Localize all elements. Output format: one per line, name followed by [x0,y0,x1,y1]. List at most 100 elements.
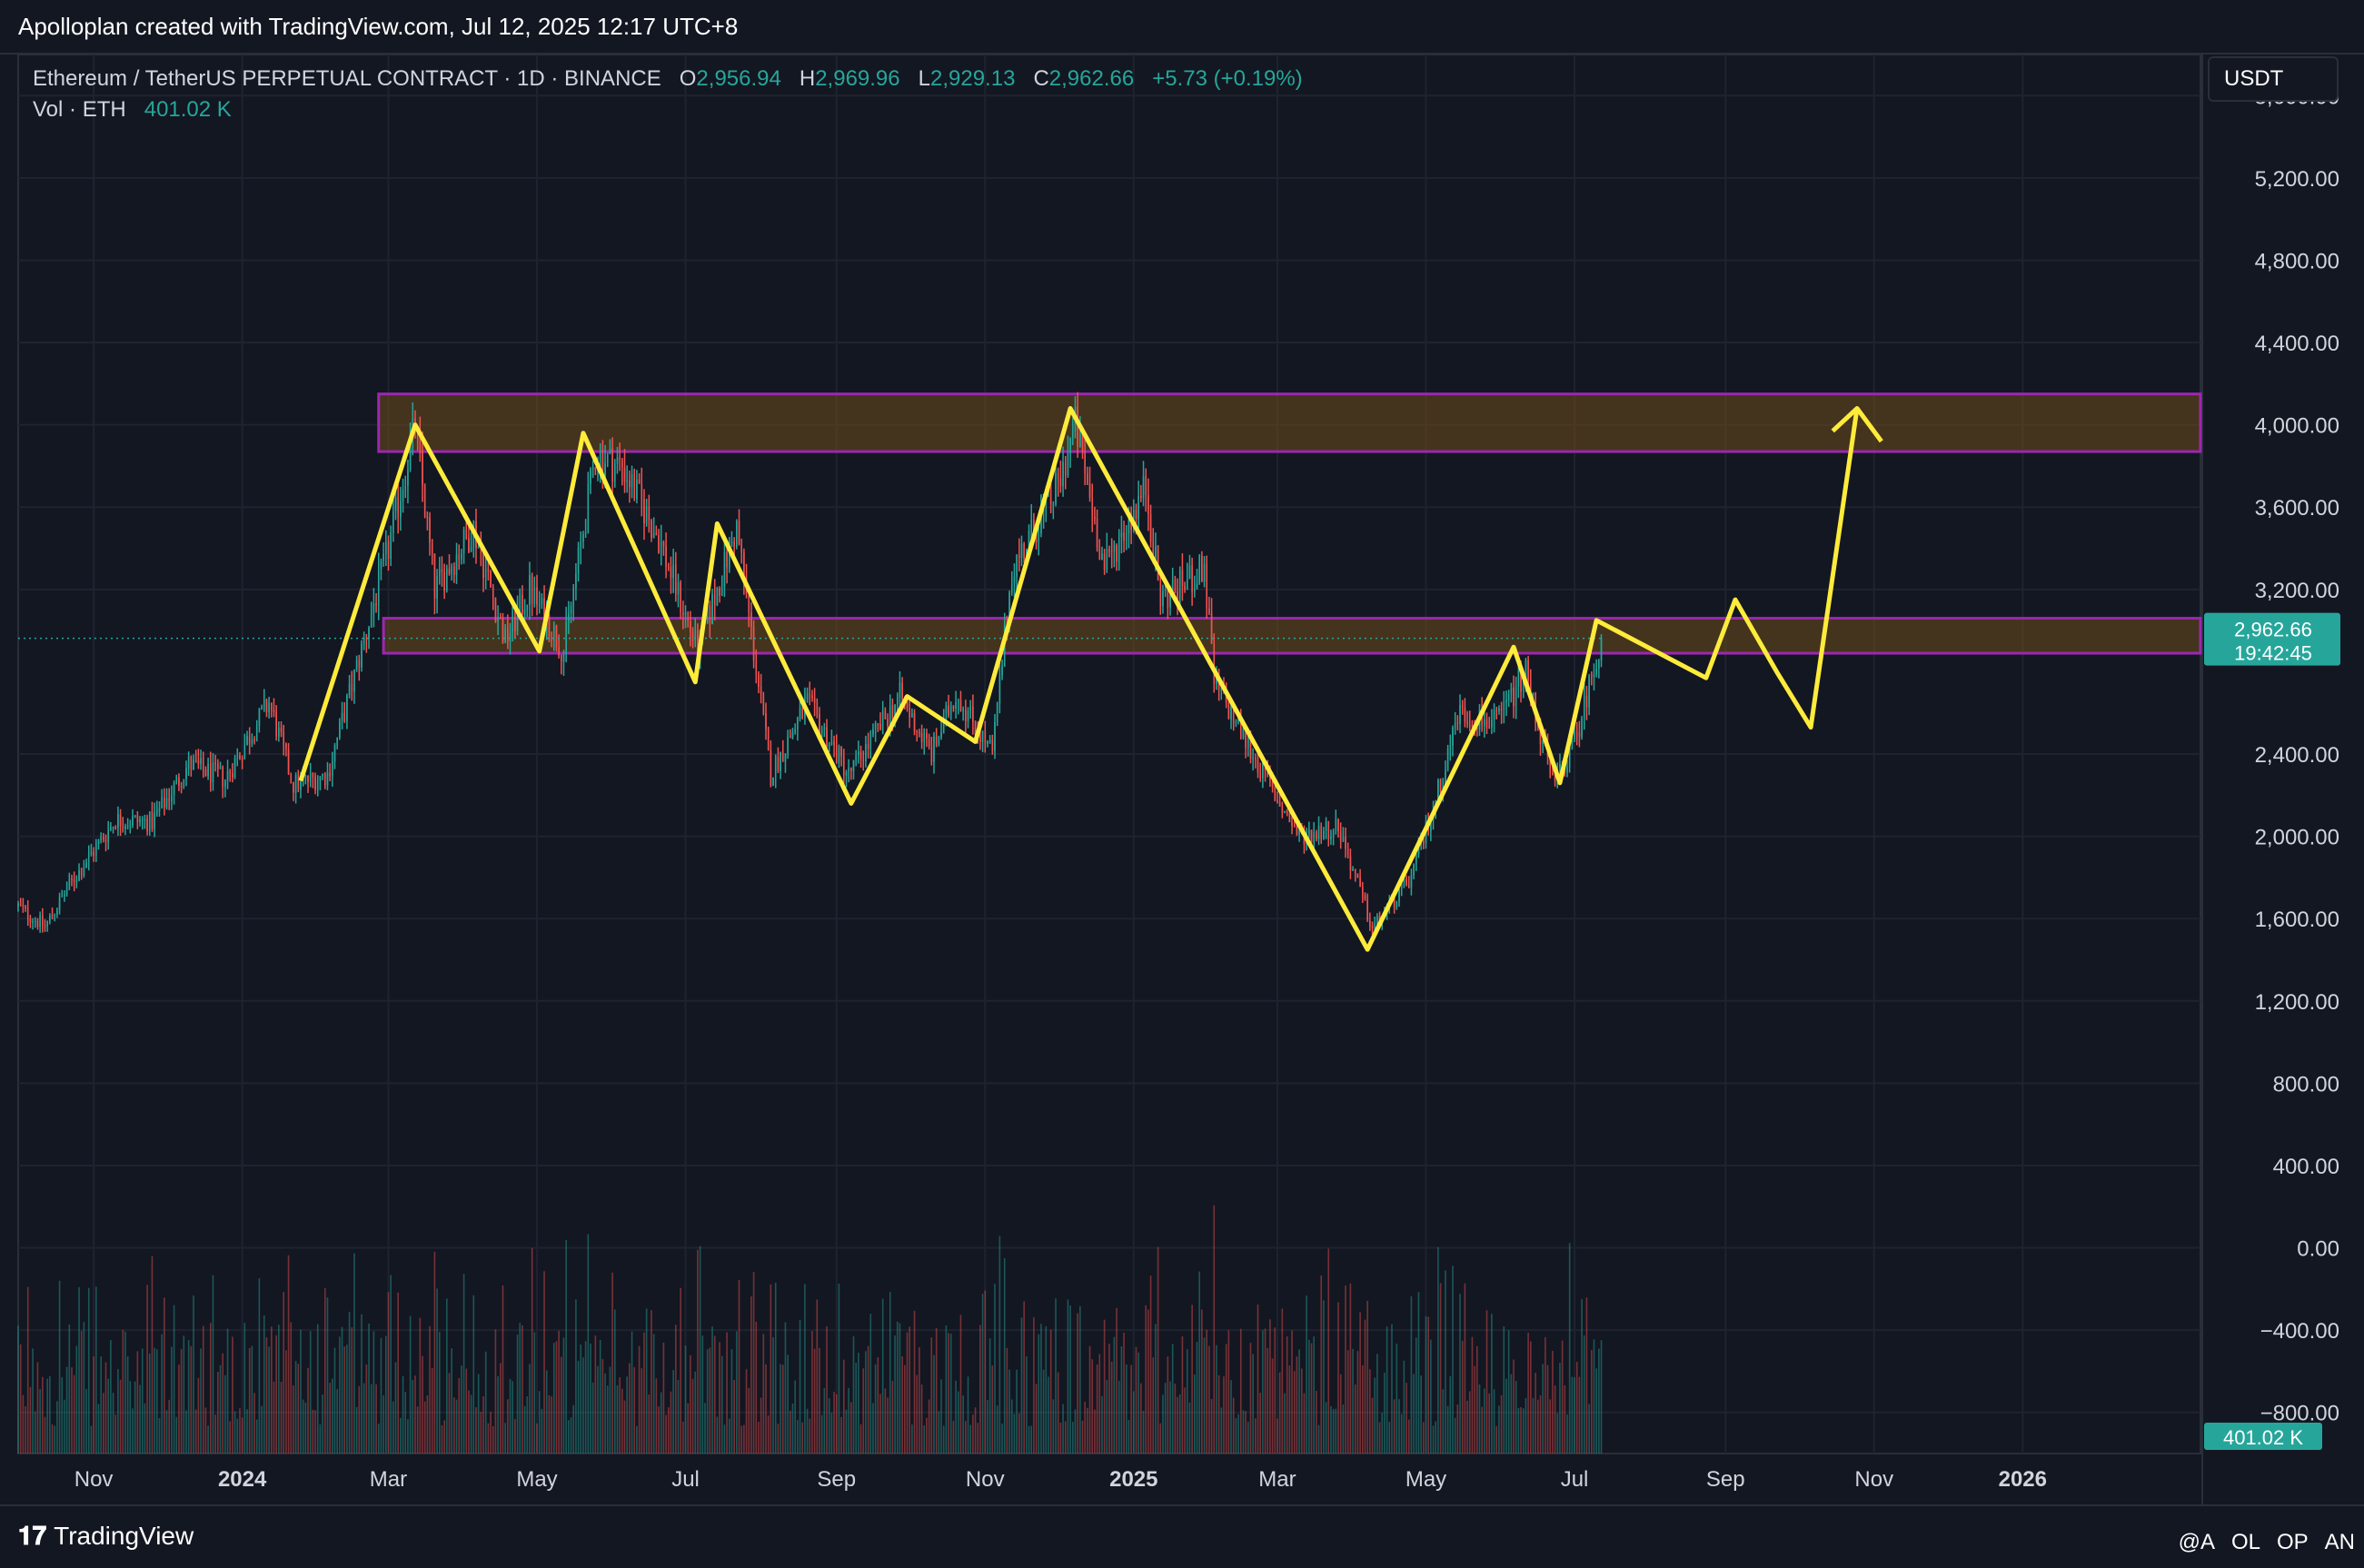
volume-bar [780,1364,781,1454]
volume-bar [78,1286,80,1454]
volume-bar [1055,1298,1057,1454]
candle-body [991,740,994,751]
candle-body [509,632,512,642]
volume-bar [461,1365,462,1454]
candle-body [1369,919,1371,928]
volume-bar [103,1393,104,1454]
volume-bar [816,1299,819,1454]
volume-bar [819,1347,820,1454]
candle-body [339,720,341,738]
candle-body [719,588,720,596]
volume-bar [1278,1372,1281,1454]
candle-body [691,631,694,641]
volume-bar [561,1356,562,1454]
candle-body [529,575,531,606]
volume-bar [75,1345,78,1454]
volume-bar [380,1337,382,1454]
x-tick-label: 2024 [218,1467,267,1492]
candle-body [670,567,672,579]
volume-bar [1286,1336,1288,1454]
candle-body [1077,406,1078,447]
volume-bar [93,1356,94,1454]
volume-bar [1446,1405,1449,1454]
volume-bar [658,1406,660,1454]
volume-bar [71,1367,73,1454]
candle-body [1413,864,1415,876]
candle-body [830,741,833,744]
volume-bar [1527,1333,1529,1454]
volume-bar [1303,1393,1306,1454]
candle-body [713,594,716,606]
candle-body [1225,690,1227,703]
candle-body [1125,533,1127,541]
volume-bar [1178,1394,1181,1454]
footer-tool-ol[interactable]: OL [2230,1530,2260,1554]
volume-bar [813,1348,816,1454]
candle-body [1249,738,1252,759]
volume-bar [322,1394,323,1454]
volume-bar [599,1339,601,1454]
high-value: 2,969.96 [815,66,900,91]
candle-body [658,535,660,553]
candle-body [26,907,29,919]
candle-body [874,723,877,729]
volume-bar [382,1394,384,1454]
candle-body [209,763,212,783]
volume-bar [1110,1361,1113,1454]
volume-bar [65,1366,68,1454]
candle-body [631,473,633,488]
symbol-title[interactable]: Ethereum / TetherUS PERPETUAL CONTRACT ·… [33,66,661,91]
volume-bar [1262,1330,1264,1454]
candle-body [791,731,794,739]
candle-body [468,538,470,552]
volume-bar [536,1423,538,1454]
candle-body [85,862,87,868]
candle-body [1288,813,1291,823]
candle-body [881,710,884,730]
volume-bar [1237,1414,1239,1454]
volume-bar [670,1391,672,1454]
footer-tool-op[interactable]: OP [2276,1530,2309,1554]
candle-body [955,702,957,709]
candle-body [1113,544,1116,551]
volume-bar [197,1377,200,1454]
volume-bar [1464,1283,1466,1454]
candle-body [1079,433,1081,447]
candle-body [1452,727,1454,746]
candle-body [482,553,484,579]
candle-body [1142,476,1145,499]
volume-bar [294,1361,297,1454]
volume-bar [523,1405,526,1454]
volume-bar [1359,1312,1361,1454]
volume-bar [1330,1405,1332,1454]
candle-body [251,739,253,745]
volume-bar [1249,1343,1252,1454]
volume-bar [833,1392,835,1454]
footer-tool-an[interactable]: AN [2324,1530,2355,1554]
y-tick-label: −800.00 [2260,1402,2339,1426]
volume-bar [241,1417,243,1454]
footer-tool-alerts[interactable]: @A [2178,1530,2215,1554]
volume-bar [355,1406,358,1454]
candle-body [156,810,158,814]
tradingview-logo[interactable]: 𝟏𝟕 TradingView [18,1521,194,1552]
currency-button[interactable]: USDT [2208,56,2339,102]
volume-bar [226,1328,229,1454]
volume-label[interactable]: Vol · ETH [33,97,126,122]
candle-body [1456,722,1459,724]
candle-body [923,733,926,742]
volume-bar [504,1423,506,1454]
volume-bar [1339,1374,1342,1454]
volume-bar [1459,1294,1461,1454]
candle-body [952,706,955,709]
candle-body [765,712,767,729]
volume-bar [977,1423,979,1454]
candle-body [1259,772,1262,779]
volume-bar [465,1368,468,1454]
volume-bar [752,1272,755,1454]
candle-body [158,808,161,811]
candle-body [833,741,835,745]
volume-bar [830,1412,833,1454]
candle-body [706,605,709,623]
